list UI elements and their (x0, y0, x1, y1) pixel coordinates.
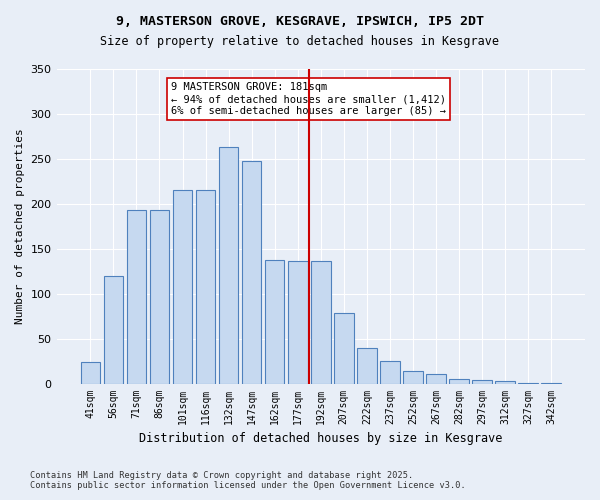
Bar (80, 362, 100, 384)
Text: Contains HM Land Registry data © Crown copyright and database right 2025.
Contai: Contains HM Land Registry data © Crown c… (30, 470, 466, 490)
Bar (196, 190, 215, 384)
Bar (472, 380, 492, 384)
Bar (380, 361, 400, 384)
Bar (334, 312, 353, 384)
Bar (265, 260, 284, 384)
Bar (311, 262, 331, 384)
Text: 9, MASTERSON GROVE, KESGRAVE, IPSWICH, IP5 2DT: 9, MASTERSON GROVE, KESGRAVE, IPSWICH, I… (116, 15, 484, 28)
Y-axis label: Number of detached properties: Number of detached properties (15, 128, 25, 324)
Bar (104, 276, 123, 384)
Bar (242, 160, 262, 384)
Bar (288, 262, 308, 384)
Bar (403, 371, 423, 384)
Bar (496, 381, 515, 384)
Bar (219, 147, 238, 384)
Bar (127, 210, 146, 384)
Bar (518, 382, 538, 384)
Bar (149, 210, 169, 384)
X-axis label: Distribution of detached houses by size in Kesgrave: Distribution of detached houses by size … (139, 432, 502, 445)
Bar (426, 374, 446, 384)
Bar (449, 379, 469, 384)
Bar (541, 382, 561, 384)
Text: Size of property relative to detached houses in Kesgrave: Size of property relative to detached ho… (101, 35, 499, 48)
Bar (173, 190, 193, 384)
Bar (357, 348, 377, 384)
Text: 9 MASTERSON GROVE: 181sqm
← 94% of detached houses are smaller (1,412)
6% of sem: 9 MASTERSON GROVE: 181sqm ← 94% of detac… (171, 82, 446, 116)
